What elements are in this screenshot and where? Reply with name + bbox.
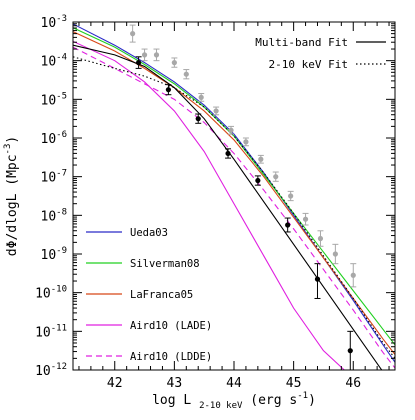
y-tick-exponent: -6 xyxy=(56,130,67,140)
series-line-0 xyxy=(73,23,395,363)
x-title-unit: (erg s xyxy=(242,393,297,408)
grey-data-point-5 xyxy=(198,93,205,102)
x-tick-label: 46 xyxy=(345,376,361,391)
y-tick-exponent: -5 xyxy=(56,91,67,101)
fit-legend-label-1: 2-10 keV Fit xyxy=(269,58,348,71)
series-line-2 xyxy=(73,31,395,355)
y-tick-exponent: -9 xyxy=(56,246,67,256)
black-data-point-3 xyxy=(225,148,232,159)
ticks-layer xyxy=(73,21,395,371)
y-tick-exponent: -12 xyxy=(51,362,67,372)
black-data-point-6 xyxy=(314,263,321,299)
x-title-unit-exp: -1 xyxy=(297,391,308,401)
y-tick-mantissa: 10 xyxy=(41,55,57,70)
grey-data-point-3 xyxy=(171,57,178,68)
y-tick-mantissa: 10 xyxy=(41,93,57,108)
series-line-3 xyxy=(73,40,345,370)
y-tick-exponent: -8 xyxy=(56,207,67,217)
legend-label-1: Silverman08 xyxy=(130,258,200,270)
y-title-close: ) xyxy=(5,136,20,144)
black-data-point-5 xyxy=(284,217,291,233)
legend: Ueda03 Silverman08 LaFranca05 Aird10 (LADE)… xyxy=(86,227,212,363)
grey-data-point-10 xyxy=(272,171,279,182)
x-tick-label: 43 xyxy=(167,376,183,391)
legend-label-3: Aird10 (LADE) xyxy=(130,320,212,332)
y-tick-label: 10-11 xyxy=(35,323,67,340)
y-tick-label: 10-8 xyxy=(41,207,68,224)
y-title-text: dΦ/dlogL (Mpc xyxy=(5,154,20,256)
x-tick-label: 45 xyxy=(286,376,302,391)
y-tick-mantissa: 10 xyxy=(41,171,57,186)
y-tick-exponent: -11 xyxy=(51,323,67,333)
black-data-point-2 xyxy=(195,113,202,124)
y-tick-exponent: -4 xyxy=(56,53,67,63)
curves-layer xyxy=(73,23,395,370)
y-tick-exponent: -7 xyxy=(56,169,67,179)
y-tick-label: 10-12 xyxy=(35,362,67,379)
y-tick-label: 10-7 xyxy=(41,169,68,186)
legend-label-0: Ueda03 xyxy=(130,227,168,239)
x-title-close: ) xyxy=(308,393,316,408)
y-axis-title: dΦ/dlogL (Mpc-3) xyxy=(3,136,20,256)
grey-data-point-8 xyxy=(242,137,249,147)
tick-labels-layer: 42 43 44 45 4610-310-410-510-610-710-810-910… xyxy=(35,14,361,391)
grey-data-point-11 xyxy=(287,190,294,202)
grey-data-point-9 xyxy=(257,154,264,164)
black-data-point-7 xyxy=(347,330,354,370)
series-line-5 xyxy=(73,44,383,370)
y-tick-mantissa: 10 xyxy=(41,16,57,31)
y-title-exp: -3 xyxy=(3,144,13,155)
black-data-point-0 xyxy=(135,56,142,69)
x-title-base: log L xyxy=(152,393,199,408)
black-data-point-1 xyxy=(165,84,172,96)
fit-legend: Multi-band Fit 2-10 keV Fit xyxy=(255,36,386,71)
y-tick-label: 10-3 xyxy=(41,14,68,31)
grey-data-point-1 xyxy=(141,48,148,62)
y-tick-mantissa: 10 xyxy=(35,364,51,379)
y-tick-exponent: -3 xyxy=(56,14,67,24)
x-axis-title: log L 2-10 keV (erg s-1) xyxy=(152,391,316,411)
y-tick-mantissa: 10 xyxy=(41,132,57,147)
series-line-6 xyxy=(73,56,395,359)
x-title-sub: 2-10 keV xyxy=(199,401,243,411)
black-data-point-4 xyxy=(254,175,261,186)
grey-data-point-6 xyxy=(213,106,220,116)
grey-data-point-0 xyxy=(129,24,136,43)
points-layer xyxy=(129,24,357,370)
y-tick-mantissa: 10 xyxy=(41,248,57,263)
series-line-4 xyxy=(73,46,395,369)
grey-data-point-7 xyxy=(228,125,235,135)
y-tick-mantissa: 10 xyxy=(35,287,51,302)
x-tick-label: 44 xyxy=(226,376,242,391)
plot-frame xyxy=(72,21,396,371)
y-tick-label: 10-9 xyxy=(41,246,68,263)
y-tick-mantissa: 10 xyxy=(41,209,57,224)
y-tick-mantissa: 10 xyxy=(35,325,51,340)
grey-data-point-15 xyxy=(350,263,357,288)
y-tick-label: 10-6 xyxy=(41,130,68,147)
series-line-1 xyxy=(73,27,395,346)
y-tick-label: 10-4 xyxy=(41,53,68,70)
y-tick-exponent: -10 xyxy=(51,285,67,295)
grey-data-point-4 xyxy=(183,69,190,80)
y-tick-label: 10-5 xyxy=(41,91,68,108)
grey-data-point-12 xyxy=(302,212,309,226)
legend-label-4: Aird10 (LDDE) xyxy=(130,351,212,363)
legend-label-2: LaFranca05 xyxy=(130,289,193,301)
grey-data-point-2 xyxy=(153,48,160,62)
y-tick-label: 10-10 xyxy=(35,285,67,302)
fit-legend-label-0: Multi-band Fit xyxy=(255,36,348,49)
grey-data-point-14 xyxy=(332,243,339,265)
grey-data-point-13 xyxy=(317,230,324,247)
x-tick-label: 42 xyxy=(107,376,123,391)
